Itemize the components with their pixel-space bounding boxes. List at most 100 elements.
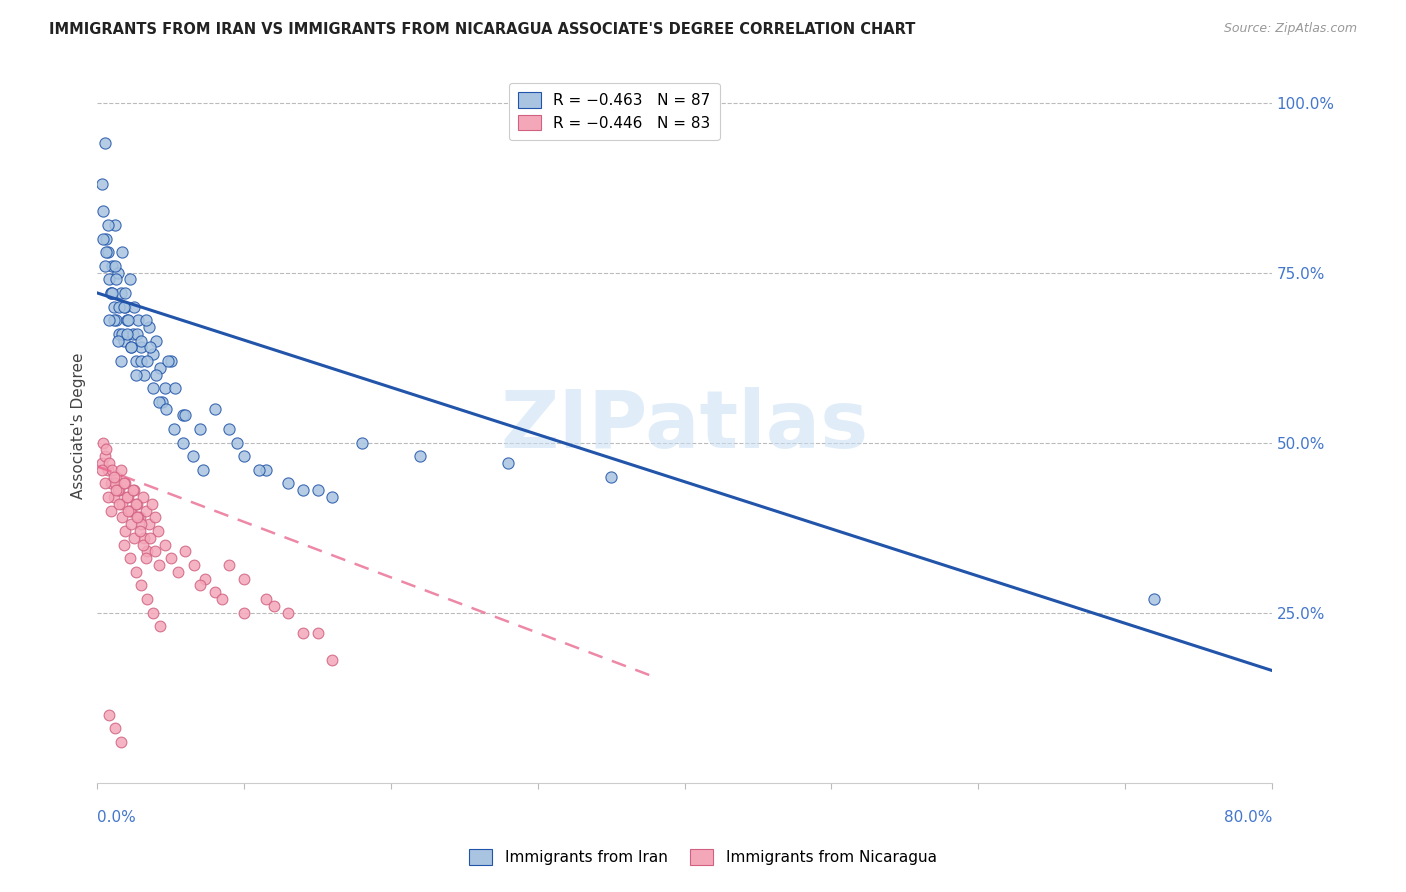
Point [97, 245, 120, 260]
Point [114, 524, 136, 538]
Point [127, 510, 149, 524]
Point [131, 354, 153, 368]
Point [121, 483, 143, 498]
Point [172, 409, 194, 423]
Point [100, 503, 122, 517]
Point [110, 463, 132, 477]
Point [104, 476, 127, 491]
Point [159, 354, 181, 368]
Point [122, 483, 145, 498]
Point [90, 177, 112, 191]
Point [112, 538, 135, 552]
Point [136, 354, 159, 368]
Point [131, 517, 153, 532]
Point [132, 490, 155, 504]
Point [124, 354, 146, 368]
Point [233, 606, 256, 620]
Point [90, 463, 112, 477]
Point [97, 218, 120, 232]
Point [108, 483, 131, 498]
Point [148, 394, 170, 409]
Point [149, 360, 172, 375]
Point [100, 285, 122, 300]
Point [350, 435, 373, 450]
Point [120, 340, 142, 354]
Point [204, 401, 226, 416]
Point [91, 204, 114, 219]
Point [191, 463, 214, 477]
Point [125, 510, 148, 524]
Point [104, 218, 127, 232]
Text: Source: ZipAtlas.com: Source: ZipAtlas.com [1223, 22, 1357, 36]
Point [103, 469, 125, 483]
Point [142, 606, 165, 620]
Point [139, 340, 162, 354]
Point [93, 476, 115, 491]
Point [121, 326, 143, 341]
Point [277, 476, 299, 491]
Point [134, 531, 156, 545]
Point [159, 551, 181, 566]
Point [321, 490, 343, 504]
Point [97, 490, 120, 504]
Point [103, 490, 125, 504]
Point [218, 558, 240, 572]
Point [112, 476, 135, 491]
Point [111, 326, 134, 341]
Point [211, 592, 233, 607]
Point [96, 231, 118, 245]
Point [142, 381, 165, 395]
Text: IMMIGRANTS FROM IRAN VS IMMIGRANTS FROM NICARAGUA ASSOCIATE'S DEGREE CORRELATION: IMMIGRANTS FROM IRAN VS IMMIGRANTS FROM … [49, 22, 915, 37]
Point [291, 483, 314, 498]
Text: ZIPatlas: ZIPatlas [501, 386, 869, 465]
Point [188, 578, 211, 592]
Point [142, 347, 165, 361]
Text: 80.0%: 80.0% [1223, 810, 1272, 825]
Point [254, 592, 277, 607]
Point [148, 558, 170, 572]
Point [91, 435, 114, 450]
Point [100, 476, 122, 491]
Point [247, 463, 270, 477]
Point [218, 422, 240, 436]
Point [129, 524, 152, 538]
Point [321, 653, 343, 667]
Point [167, 565, 190, 579]
Point [118, 503, 141, 517]
Point [174, 544, 197, 558]
Point [277, 606, 299, 620]
Point [91, 231, 114, 245]
Point [107, 266, 129, 280]
Point [118, 551, 141, 566]
Point [108, 300, 131, 314]
Point [117, 313, 139, 327]
Point [105, 483, 128, 498]
Point [120, 517, 142, 532]
Point [174, 409, 197, 423]
Point [156, 354, 179, 368]
Point [93, 136, 115, 151]
Point [146, 524, 169, 538]
Point [108, 326, 131, 341]
Point [127, 313, 149, 327]
Point [110, 354, 132, 368]
Point [233, 572, 256, 586]
Point [138, 517, 160, 532]
Point [225, 435, 247, 450]
Point [136, 544, 159, 558]
Point [117, 503, 139, 517]
Point [143, 544, 166, 558]
Point [188, 422, 211, 436]
Point [98, 272, 121, 286]
Legend: R = −0.463   N = 87, R = −0.446   N = 83: R = −0.463 N = 87, R = −0.446 N = 83 [509, 83, 720, 140]
Point [131, 334, 153, 348]
Point [112, 334, 135, 348]
Point [125, 326, 148, 341]
Point [105, 313, 128, 327]
Point [141, 497, 163, 511]
Point [122, 531, 145, 545]
Point [115, 313, 138, 327]
Point [101, 259, 124, 273]
Point [108, 497, 131, 511]
Point [155, 401, 177, 416]
